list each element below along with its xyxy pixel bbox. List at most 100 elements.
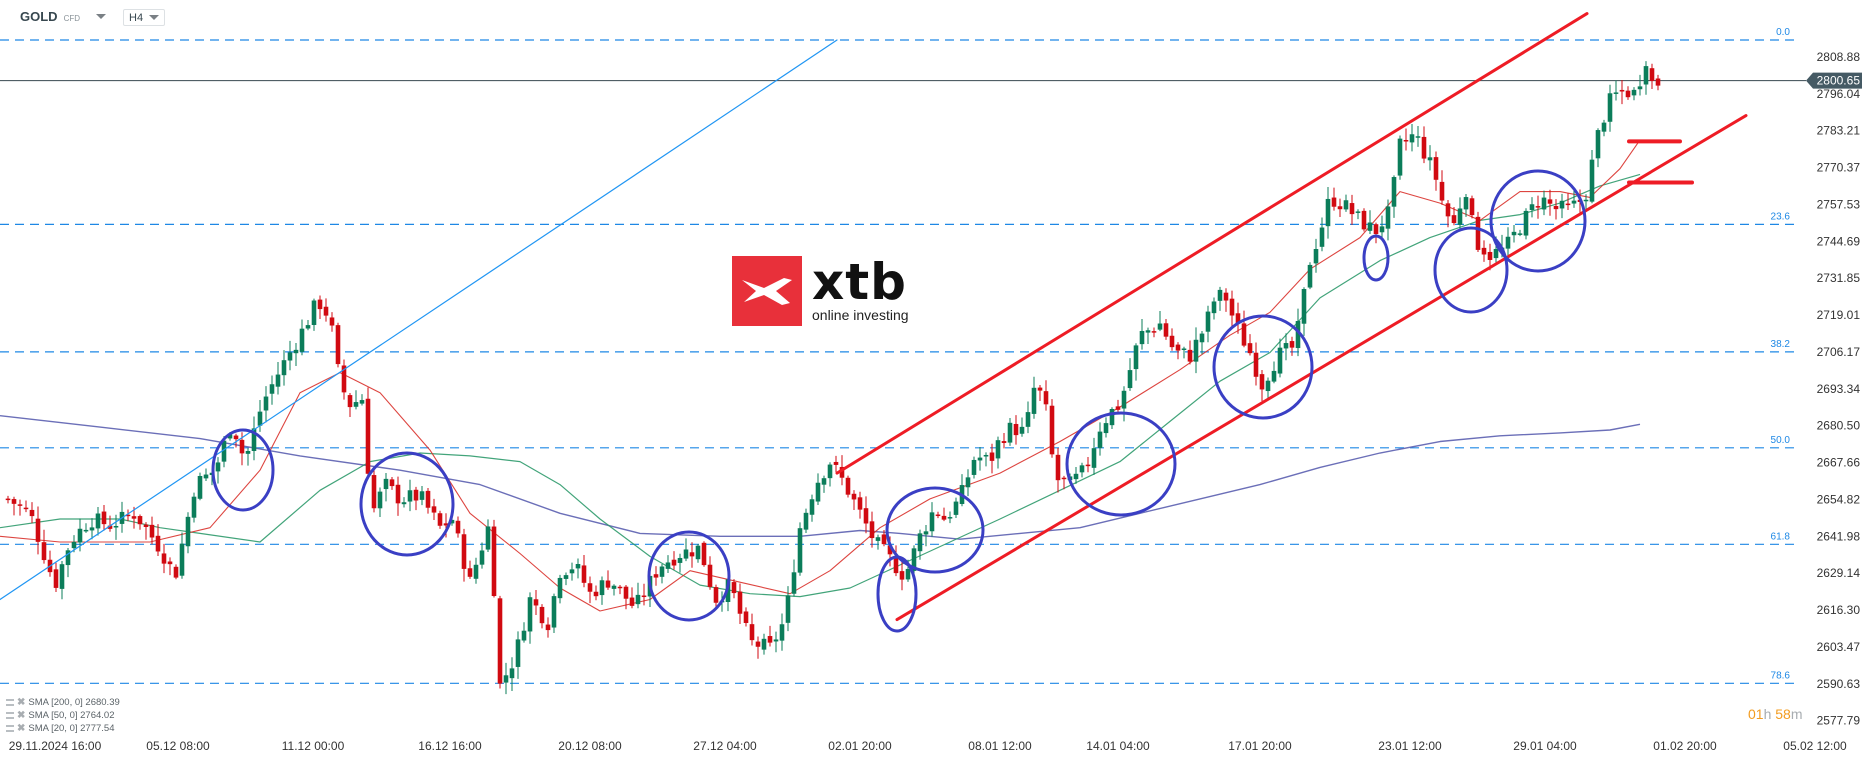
candle [509,657,515,692]
x-logo-icon [742,278,792,305]
candle [755,636,761,659]
candle [143,522,149,540]
highlight-circle[interactable] [211,428,275,512]
candle [29,502,35,524]
candle [617,584,623,595]
candle [1637,74,1643,96]
candle [1601,119,1607,137]
candle [737,583,743,625]
candle [149,516,155,545]
channel-upper[interactable] [835,12,1589,475]
y-axis-label: 2680.50 [1817,419,1861,433]
x-axis-label: 11.12 00:00 [282,739,345,753]
close-icon[interactable]: ✖ [17,723,26,734]
candle [353,390,359,410]
candle [191,492,197,523]
candle [983,452,989,467]
candle [869,511,875,548]
candle [251,416,257,461]
candle [977,446,983,471]
settings-icon[interactable] [6,699,14,706]
chevron-down-icon[interactable] [96,14,107,19]
highlight-circle[interactable] [1489,169,1587,273]
candle [1043,380,1049,411]
candle [1523,208,1529,240]
candle [1439,170,1445,205]
legend-item-sma200: ✖ SMA [200, 0] 2680.39 [6,696,120,709]
candle [1223,288,1229,312]
candle [233,433,239,448]
candle [419,486,425,506]
blue-trendline[interactable] [0,39,838,601]
candle [1409,123,1415,152]
settings-icon[interactable] [6,725,14,732]
candle [1625,86,1631,100]
highlight-circle[interactable] [1065,411,1177,517]
candle [953,497,959,519]
candle [383,473,389,502]
legend-item-sma20: ✖ SMA [20, 0] 2777.54 [6,722,120,735]
candle [689,542,695,568]
sma50-line [0,173,1641,598]
highlight-circle[interactable] [1362,234,1390,282]
candle [1475,211,1481,253]
candle [731,579,737,599]
y-axis-label: 2796.04 [1817,87,1861,101]
xtb-logo: xtb online investing [732,256,909,326]
candle [1019,417,1025,437]
candle [1193,327,1199,374]
candle [1307,262,1313,290]
close-icon[interactable]: ✖ [17,697,26,708]
settings-icon[interactable] [6,712,14,719]
candle [83,523,89,533]
candle [1445,199,1451,228]
y-axis-label: 2770.37 [1817,161,1861,175]
x-axis-label: 05.12 08:00 [146,739,210,753]
candle [1631,87,1637,101]
y-axis-label: 2616.30 [1817,603,1861,617]
candle [455,516,461,538]
highlight-circle[interactable] [1212,314,1314,420]
candle [1403,128,1409,151]
candle [1007,418,1013,446]
candle [1553,199,1559,220]
candle [1517,229,1523,237]
fib-level-label: 61.8 [1771,531,1791,542]
candle [1085,456,1091,473]
candle [365,387,371,476]
close-icon[interactable]: ✖ [17,710,26,721]
candle [713,584,719,610]
candle [167,557,173,576]
x-axis-label: 23.01 12:00 [1378,739,1442,753]
y-axis-label: 2783.21 [1817,124,1861,138]
highlight-circle[interactable] [359,451,455,557]
candle [1001,432,1007,449]
candle [461,528,467,582]
candle [113,514,119,540]
candle [389,476,395,490]
legend-label: SMA [200, 0] 2680.39 [28,697,120,708]
candle [293,343,299,366]
timeframe-selector[interactable]: H4 [123,9,165,26]
candle [1187,340,1193,365]
candle [497,595,503,689]
indicator-legend: ✖ SMA [200, 0] 2680.39 ✖ SMA [50, 0] 276… [6,696,120,735]
candle [1277,338,1283,378]
candle [1547,189,1553,216]
candle [1157,310,1163,332]
candle [317,295,323,320]
candle [479,542,485,569]
candle [1385,199,1391,241]
current-price-tag: 2800.65 [1806,72,1862,89]
highlight-circle[interactable] [1433,226,1509,314]
highlight-circle[interactable] [647,530,731,622]
highlight-circle[interactable] [885,486,985,574]
channel-lower[interactable] [895,114,1748,622]
symbol-selector[interactable]: GOLD CFD [20,9,107,24]
candle [1595,128,1601,168]
y-axis-label: 2667.66 [1817,456,1861,470]
candle [377,487,383,517]
y-axis-label: 2693.34 [1817,382,1861,396]
candle [1127,358,1133,391]
